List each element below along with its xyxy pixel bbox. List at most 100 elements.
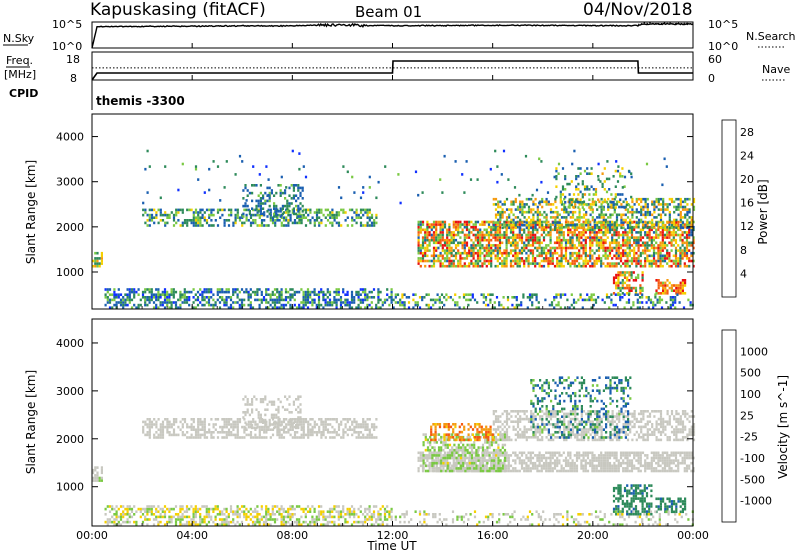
heatmap-cell <box>585 242 587 245</box>
heatmap-cell <box>160 219 162 222</box>
heatmap-cell <box>521 224 523 227</box>
heatmap-cell <box>434 299 436 302</box>
heatmap-cell <box>239 513 241 516</box>
heatmap-cell <box>644 244 646 247</box>
heatmap-cell <box>484 260 486 263</box>
heatmap-cell <box>647 214 649 217</box>
heatmap-cell <box>284 189 286 192</box>
heatmap-cell <box>538 202 540 205</box>
heatmap-cell <box>684 247 686 250</box>
heatmap-cell <box>589 252 591 255</box>
heatmap-cell <box>298 168 300 171</box>
heatmap-cell <box>575 301 577 304</box>
heatmap-cell <box>585 236 587 239</box>
heatmap-cell <box>307 421 309 424</box>
heatmap-cell <box>624 265 626 268</box>
heatmap-cell <box>217 505 219 508</box>
heatmap-cell <box>571 293 573 296</box>
heatmap-cell <box>322 299 324 302</box>
heatmap-cell <box>250 296 252 299</box>
heatmap-cell <box>594 239 596 242</box>
heatmap-cell <box>269 205 271 208</box>
heatmap-cell <box>574 231 576 234</box>
heatmap-cell <box>305 296 307 299</box>
heatmap-cell <box>497 265 499 268</box>
heatmap-cell <box>305 418 307 421</box>
heatmap-cell <box>311 521 313 524</box>
heatmap-cell <box>442 223 444 226</box>
heatmap-cell <box>388 513 390 516</box>
heatmap-cell <box>276 296 278 299</box>
heatmap-cell <box>466 226 468 229</box>
heatmap-cell <box>223 513 225 516</box>
heatmap-cell <box>554 227 556 230</box>
heatmap-cell <box>657 301 659 304</box>
heatmap-cell <box>602 244 604 247</box>
heatmap-cell <box>147 434 149 437</box>
heatmap-cell <box>483 293 485 296</box>
heatmap-cell <box>521 257 523 260</box>
heatmap-cell <box>440 239 442 242</box>
heatmap-cell <box>202 434 204 437</box>
heatmap-cell <box>514 252 516 255</box>
heatmap-cell <box>384 516 386 519</box>
heatmap-cell <box>558 293 560 296</box>
heatmap-cell <box>144 211 146 214</box>
heatmap-cell <box>289 518 291 521</box>
heatmap-cell <box>221 510 223 513</box>
heatmap-cell <box>636 208 638 211</box>
heatmap-cell <box>314 431 316 434</box>
heatmap-cell <box>653 262 655 265</box>
heatmap-cell <box>552 203 554 206</box>
heatmap-cell <box>495 214 497 217</box>
heatmap-cell <box>397 293 399 296</box>
heatmap-cell <box>184 301 186 304</box>
heatmap-cell <box>153 293 155 296</box>
heatmap-cell <box>101 257 103 260</box>
heatmap-cell <box>430 299 432 302</box>
heatmap-cell <box>686 236 688 239</box>
heatmap-cell <box>546 214 548 217</box>
heatmap-cell <box>561 247 563 250</box>
heatmap-cell <box>607 249 609 252</box>
heatmap-cell <box>255 398 257 401</box>
heatmap-cell <box>320 421 322 424</box>
heatmap-cell <box>327 521 329 524</box>
heatmap-cell <box>195 436 197 439</box>
heatmap-cell <box>624 287 626 290</box>
heatmap-cell <box>529 296 531 299</box>
heatmap-cell <box>613 279 615 282</box>
heatmap-cell <box>591 262 593 265</box>
heatmap-cell <box>94 265 96 268</box>
heatmap-cell <box>545 257 547 260</box>
heatmap-cell <box>565 255 567 258</box>
heatmap-cell <box>351 219 353 222</box>
heatmap-cell <box>327 291 329 294</box>
heatmap-cell <box>175 518 177 521</box>
heatmap-cell <box>318 222 320 225</box>
heatmap-cell <box>528 242 530 245</box>
heatmap-cell <box>274 521 276 524</box>
heatmap-cell <box>488 242 490 245</box>
heatmap-cell <box>252 521 254 524</box>
heatmap-cell <box>632 301 634 304</box>
heatmap-cell <box>481 223 483 226</box>
heatmap-cell <box>574 219 576 222</box>
heatmap-cell <box>177 518 179 521</box>
heatmap-cell <box>680 292 682 295</box>
heatmap-cell <box>285 291 287 294</box>
heatmap-cell <box>510 236 512 239</box>
heatmap-cell <box>331 304 333 307</box>
heatmap-cell <box>655 242 657 245</box>
heatmap-cell <box>149 436 151 439</box>
heatmap-cell <box>651 242 653 245</box>
heatmap-cell <box>342 510 344 513</box>
heatmap-cell <box>197 434 199 437</box>
heatmap-cell <box>270 428 272 431</box>
heatmap-cell <box>307 214 309 217</box>
heatmap-cell <box>517 247 519 250</box>
heatmap-cell <box>305 434 307 437</box>
heatmap-cell <box>223 508 225 511</box>
heatmap-cell <box>554 211 556 214</box>
heatmap-cell <box>468 231 470 234</box>
